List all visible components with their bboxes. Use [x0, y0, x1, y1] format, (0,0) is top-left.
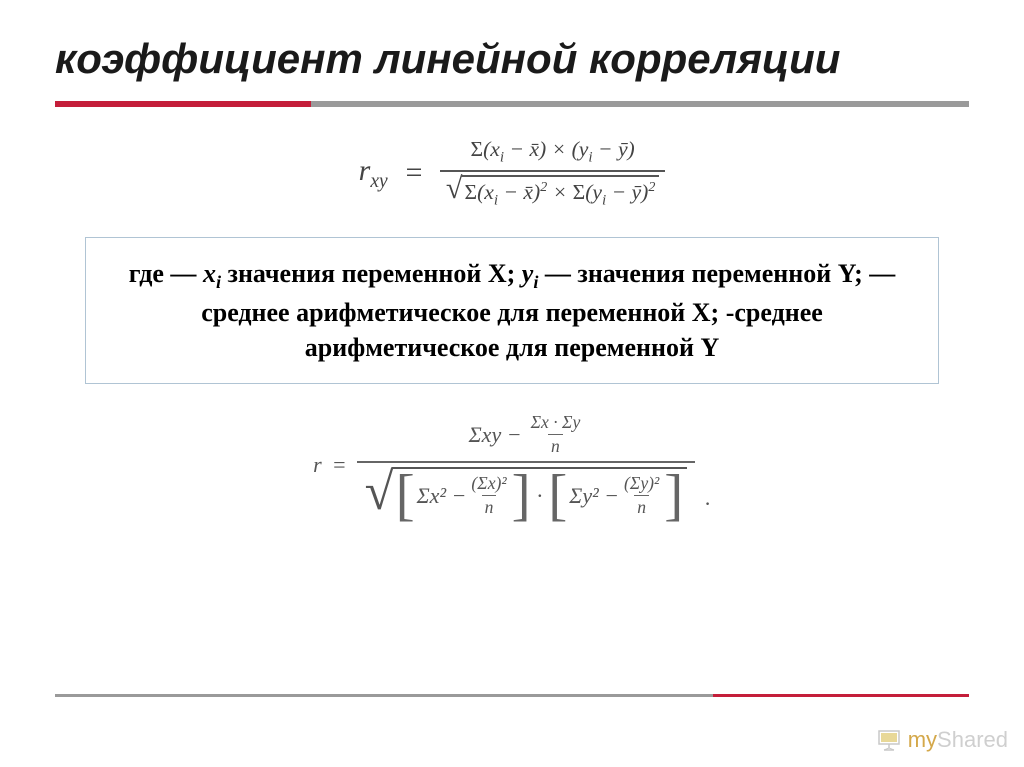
bottom-rule — [55, 694, 969, 697]
formula-pearson-main: rxy = Σ(xi − x̄) × (yi − ȳ) √ Σ(xi − x̄)… — [55, 137, 969, 209]
formula2-numerator: Σxy − Σx · Σy n — [461, 412, 592, 461]
title-underline — [55, 101, 969, 107]
formula-pearson-computational: r = Σxy − Σx · Σy n √ [ Σx² − (Σx)² — [55, 412, 969, 519]
equals-sign-2: = — [332, 452, 347, 478]
presentation-icon — [876, 729, 902, 751]
formula1-lhs: rxy — [359, 154, 388, 193]
formula1-numerator: Σ(xi − x̄) × (yi − ȳ) — [465, 137, 641, 169]
formula2-fraction: Σxy − Σx · Σy n √ [ Σx² − (Σx)² n — [357, 412, 696, 519]
desc-var-x: x — [203, 259, 216, 288]
desc-p1: где — — [129, 259, 203, 288]
formula2-lhs: r — [313, 452, 322, 478]
desc-var-y: y — [522, 259, 534, 288]
watermark-my: my — [908, 727, 937, 752]
desc-p2: значения переменной X; — [221, 259, 522, 288]
slide-title: коэффициент линейной корреляции — [55, 35, 969, 83]
formula2-period: . — [705, 485, 711, 511]
formula2-denominator: √ [ Σx² − (Σx)² n ] · [ Σy² − (Σy)² — [357, 461, 696, 519]
formula1-fraction: Σ(xi − x̄) × (yi − ȳ) √ Σ(xi − x̄)2 × Σ(… — [440, 137, 665, 209]
formula1-denominator: √ Σ(xi − x̄)2 × Σ(yi − ȳ)2 — [440, 170, 665, 210]
watermark-shared: Shared — [937, 727, 1008, 752]
description-box: где — xi значения переменной X; yi — зна… — [85, 237, 939, 384]
equals-sign: = — [404, 156, 424, 190]
watermark: myShared — [876, 727, 1008, 753]
